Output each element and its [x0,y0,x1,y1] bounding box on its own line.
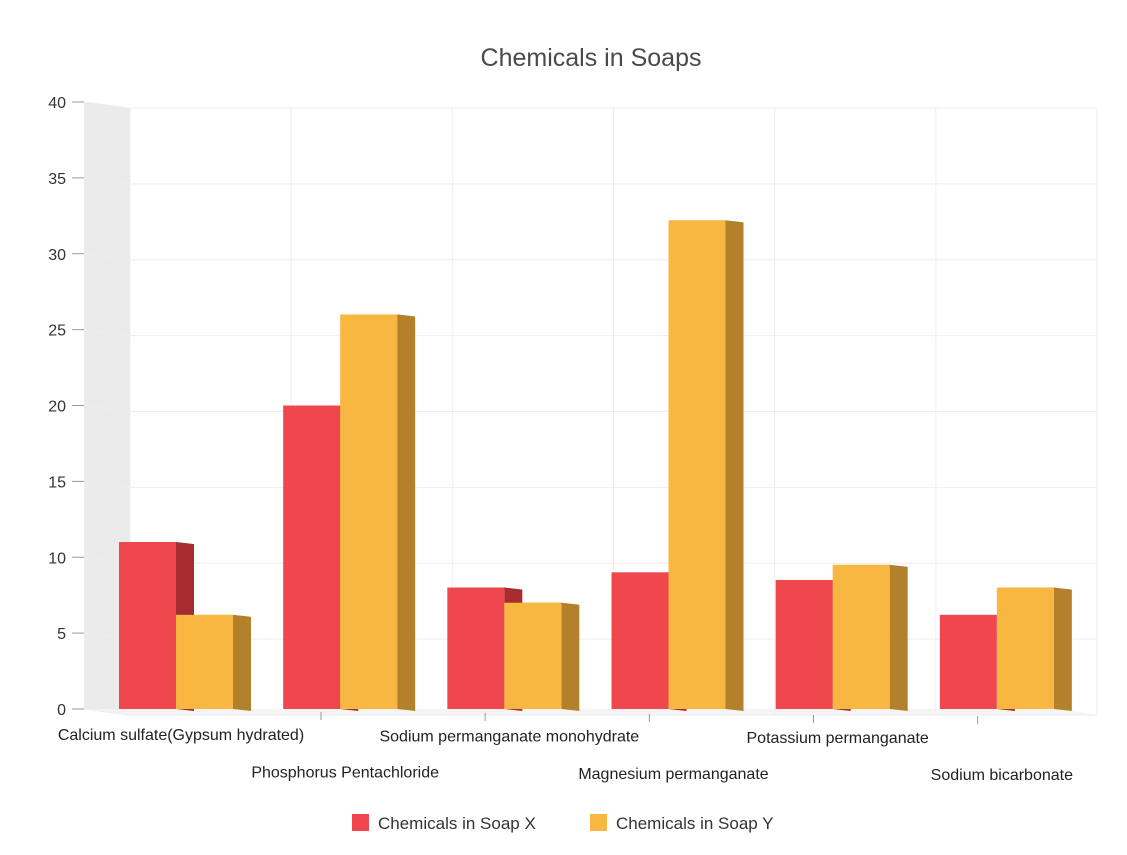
bar-soap-x-0[interactable] [119,542,194,711]
bar-front [832,564,890,709]
legend-swatch-soap-x [352,814,369,831]
chart-title: Chemicals in Soaps [481,44,702,72]
bar-soap-y-0[interactable] [176,614,251,711]
gridline-wall [83,329,131,337]
floor [84,709,1097,715]
gridline-wall [83,480,131,488]
y-tick-label: 30 [48,247,66,264]
x-tick-label: Sodium bicarbonate [931,767,1073,784]
legend-label-soap-y: Chemicals in Soap Y [616,814,774,833]
bar-soap-y-4[interactable] [832,564,908,711]
x-tick-label: Potassium permanganate [747,730,929,747]
gridline-wall [83,708,131,716]
bar-front [939,614,997,709]
legend[interactable]: Chemicals in Soap X Chemicals in Soap Y [352,814,774,833]
y-tick-label: 0 [57,702,66,719]
legend-swatch-soap-y [590,814,607,831]
bar-soap-y-2[interactable] [504,602,580,711]
y-axis: 0 5 10 15 20 25 30 35 40 [48,95,84,719]
bar-front [996,587,1054,709]
y-tick-label: 40 [48,95,66,112]
gridline-wall [83,253,131,261]
bar-soap-y-3[interactable] [668,220,744,712]
bar-side [233,614,251,711]
legend-label-soap-x: Chemicals in Soap X [378,814,536,833]
bar-side [561,602,580,711]
grid [83,101,1098,716]
bars [119,220,1072,712]
legend-item-soap-y[interactable]: Chemicals in Soap Y [590,814,774,833]
y-tick-label: 25 [48,323,66,340]
y-tick-label: 15 [48,474,66,491]
bar-front [775,580,833,709]
bar-soap-y-5[interactable] [996,587,1072,711]
bar-side [397,314,416,711]
legend-item-soap-x[interactable]: Chemicals in Soap X [352,814,536,833]
bar-side [889,564,908,711]
bar-side [1053,587,1072,711]
bar-front [176,614,233,709]
x-tick-label: Phosphorus Pentachloride [251,765,439,782]
y-tick-label: 5 [57,626,66,643]
y-tick-label: 35 [48,171,66,188]
x-tick-label: Magnesium permanganate [578,766,768,783]
bar-front [447,587,505,709]
gridline-wall [83,101,131,109]
x-tick-label: Sodium permanganate monohydrate [379,729,639,746]
x-tick-label: Calcium sulfate(Gypsum hydrated) [58,727,304,744]
bar-soap-y-1[interactable] [340,314,416,711]
gridline-wall [83,405,131,412]
y-tick-label: 20 [48,399,66,416]
bar-front [611,572,669,709]
bar-front [340,314,398,709]
bar-front [504,602,562,709]
bar-front [668,220,726,710]
x-axis: Calcium sulfate(Gypsum hydrated) Phosphor… [58,712,1073,784]
bar-front [119,542,176,709]
y-tick-label: 10 [48,550,66,567]
bar-side [725,220,744,712]
bar-front [283,405,341,709]
gridline-wall [83,177,131,185]
